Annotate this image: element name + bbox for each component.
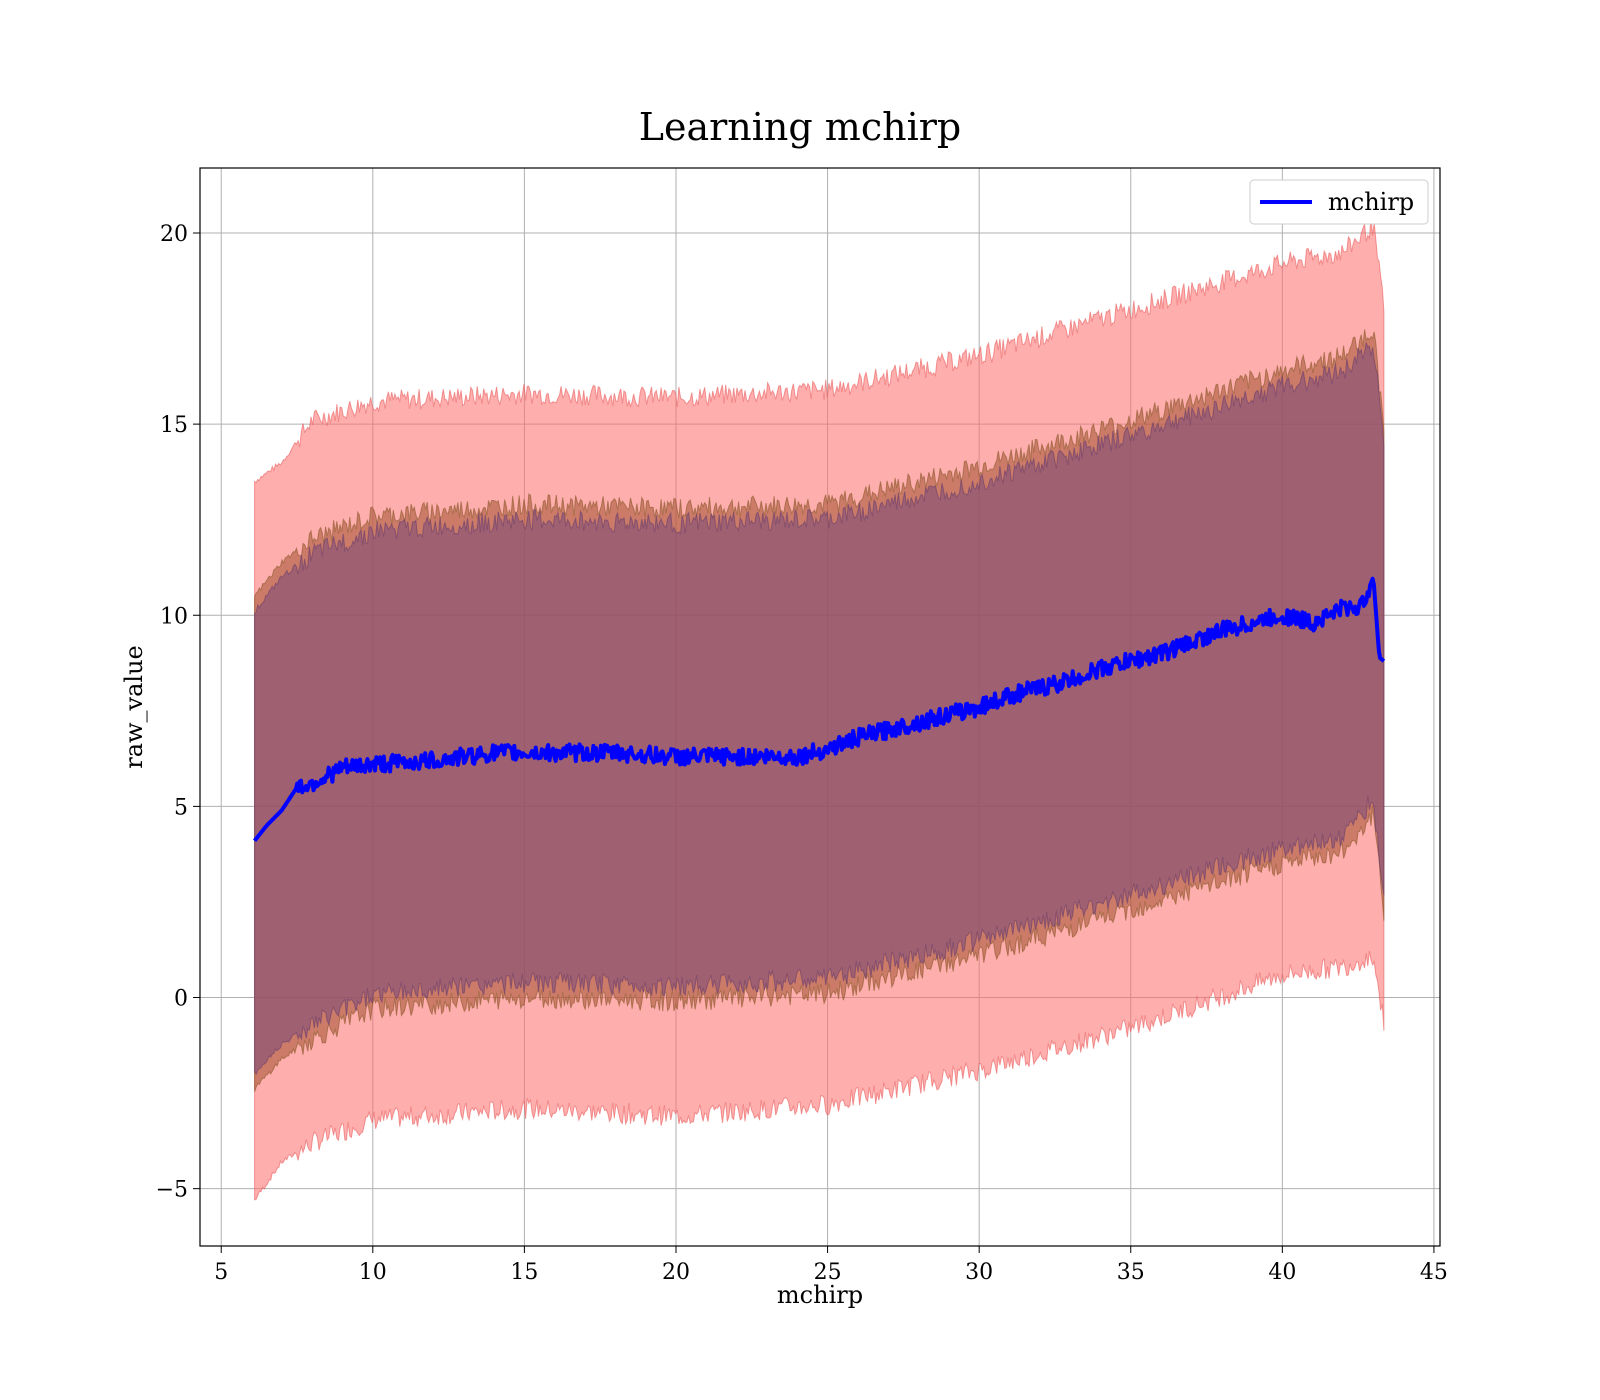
x-tick-label: 35 [1117,1260,1145,1285]
y-tick-label: 15 [160,413,188,438]
x-tick-label: 30 [965,1260,993,1285]
x-tick-label: 45 [1420,1260,1448,1285]
x-tick-label: 40 [1268,1260,1296,1285]
y-axis-label: raw_value [120,645,148,769]
x-tick-label: 20 [662,1260,690,1285]
legend: mchirp [1249,179,1429,225]
x-tick-label: 15 [510,1260,538,1285]
confidence-band-3 [254,342,1385,1076]
x-tick-label: 5 [214,1260,228,1285]
bands [254,217,1385,1201]
y-axis-ticks: −5 0 5 10 15 20 [156,222,200,1203]
plot-frame [199,167,1441,1247]
legend-label-mchirp: mchirp [1328,188,1414,216]
x-axis-label: mchirp [777,1281,863,1309]
y-tick-label: 0 [174,987,188,1012]
x-axis-ticks: 5 10 15 20 25 30 35 40 45 [214,1246,1448,1285]
y-tick-label: 10 [160,604,188,629]
legend-box [1249,179,1429,225]
y-tick-label: 5 [174,795,188,820]
y-tick-label: −5 [156,1178,188,1203]
chart-title: Learning mchirp [639,105,961,149]
x-tick-label: 25 [814,1260,842,1285]
lines [253,576,1386,842]
series-line-mchirp [253,576,1386,842]
y-tick-label: 20 [160,222,188,247]
x-tick-label: 10 [359,1260,387,1285]
